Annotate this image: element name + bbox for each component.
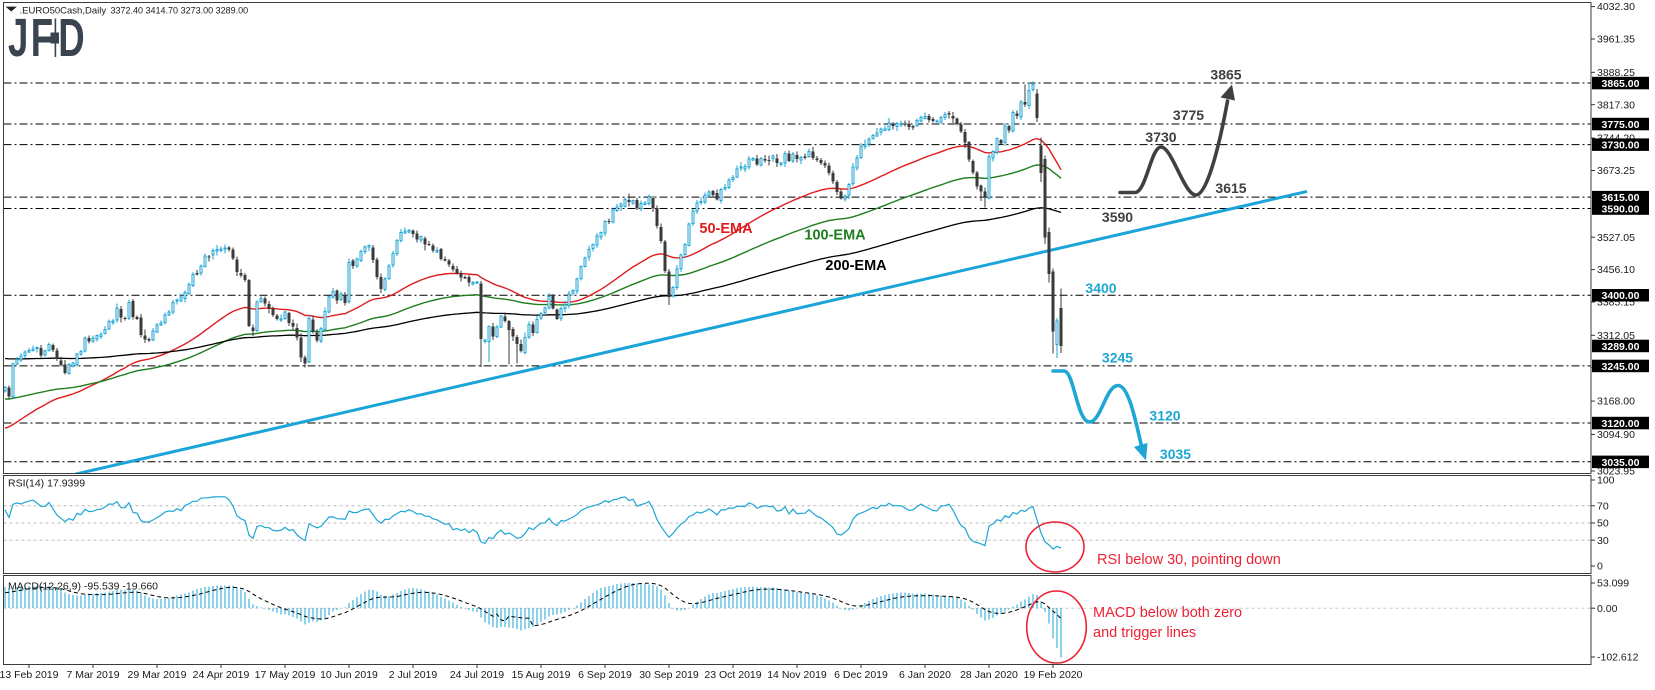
svg-text:3590: 3590 [1102, 209, 1133, 225]
svg-text:3590.00: 3590.00 [1602, 204, 1640, 216]
svg-text:3094.90: 3094.90 [1597, 429, 1635, 441]
svg-text:30: 30 [1597, 535, 1609, 547]
svg-text:30 Sep 2019: 30 Sep 2019 [639, 669, 699, 681]
svg-text:RSI below 30, pointing down: RSI below 30, pointing down [1097, 552, 1281, 568]
svg-text:3615.00: 3615.00 [1602, 192, 1640, 204]
svg-text:200-EMA: 200-EMA [825, 258, 887, 274]
svg-text:24 Apr 2019: 24 Apr 2019 [193, 669, 250, 681]
svg-text:53.099: 53.099 [1597, 578, 1629, 590]
svg-text:14 Nov 2019: 14 Nov 2019 [767, 669, 827, 681]
svg-text:50-EMA: 50-EMA [699, 221, 753, 237]
svg-text:6 Sep 2019: 6 Sep 2019 [578, 669, 632, 681]
svg-text:7 Mar 2019: 7 Mar 2019 [66, 669, 119, 681]
svg-text:4032.30: 4032.30 [1597, 1, 1635, 13]
svg-text:F: F [31, 7, 53, 68]
svg-text:3615: 3615 [1215, 180, 1246, 196]
svg-text:3245: 3245 [1102, 350, 1133, 366]
svg-text:3120.00: 3120.00 [1602, 418, 1640, 430]
svg-text:3023.95: 3023.95 [1597, 466, 1635, 478]
svg-text:0: 0 [1597, 561, 1603, 573]
svg-text:10 Jun 2019: 10 Jun 2019 [320, 669, 378, 681]
svg-text:29 Mar 2019: 29 Mar 2019 [128, 669, 187, 681]
svg-text:15 Aug 2019: 15 Aug 2019 [512, 669, 571, 681]
svg-text:RSI(14) 17.9399: RSI(14) 17.9399 [8, 478, 85, 490]
svg-text:3817.30: 3817.30 [1597, 99, 1635, 111]
svg-text:3673.25: 3673.25 [1597, 165, 1635, 177]
svg-text:13 Feb 2019: 13 Feb 2019 [0, 669, 59, 681]
svg-text:3888.25: 3888.25 [1597, 67, 1635, 79]
svg-text:3775.00: 3775.00 [1602, 119, 1640, 131]
svg-text:-102.612: -102.612 [1597, 652, 1639, 664]
svg-text:J: J [8, 7, 28, 68]
svg-text:3775: 3775 [1173, 107, 1204, 123]
svg-text:3312.05: 3312.05 [1597, 330, 1635, 342]
svg-text:3035: 3035 [1160, 446, 1191, 462]
svg-text:23 Oct 2019: 23 Oct 2019 [704, 669, 761, 681]
svg-text:28 Jan 2020: 28 Jan 2020 [960, 669, 1018, 681]
svg-text:D: D [58, 7, 84, 68]
svg-text:.EURO50Cash,Daily: .EURO50Cash,Daily [20, 5, 107, 16]
svg-text:100-EMA: 100-EMA [804, 228, 866, 244]
svg-text:17 May 2019: 17 May 2019 [255, 669, 316, 681]
svg-text:3035.00: 3035.00 [1602, 457, 1640, 469]
svg-text:50: 50 [1597, 518, 1609, 530]
svg-text:6 Dec 2019: 6 Dec 2019 [834, 669, 888, 681]
svg-text:100: 100 [1597, 475, 1615, 487]
svg-text:3527.05: 3527.05 [1597, 232, 1635, 244]
svg-text:and trigger lines: and trigger lines [1093, 625, 1196, 641]
svg-text:0.00: 0.00 [1597, 603, 1618, 615]
svg-text:MACD below both zero: MACD below both zero [1093, 605, 1242, 621]
svg-text:3289.00: 3289.00 [1602, 341, 1640, 353]
svg-text:3400.00: 3400.00 [1602, 290, 1640, 302]
svg-text:6 Jan 2020: 6 Jan 2020 [899, 669, 951, 681]
svg-text:3120: 3120 [1149, 408, 1180, 424]
svg-text:MACD(12,26,9) -95.539 -19.660: MACD(12,26,9) -95.539 -19.660 [8, 581, 158, 593]
svg-text:3961.35: 3961.35 [1597, 34, 1635, 46]
svg-text:3400: 3400 [1085, 280, 1116, 296]
svg-text:3865.00: 3865.00 [1602, 78, 1640, 90]
svg-text:3456.10: 3456.10 [1597, 264, 1635, 276]
svg-text:3372.40 3414.70 3273.00 3289.0: 3372.40 3414.70 3273.00 3289.00 [111, 5, 249, 15]
svg-text:3730: 3730 [1145, 129, 1176, 145]
svg-text:3168.00: 3168.00 [1597, 396, 1635, 408]
svg-text:3245.00: 3245.00 [1602, 361, 1640, 373]
svg-text:19 Feb 2020: 19 Feb 2020 [1024, 669, 1083, 681]
svg-text:70: 70 [1597, 500, 1609, 512]
svg-text:24 Jul 2019: 24 Jul 2019 [450, 669, 504, 681]
svg-text:3730.00: 3730.00 [1602, 140, 1640, 152]
svg-text:2 Jul 2019: 2 Jul 2019 [389, 669, 438, 681]
svg-text:3865: 3865 [1210, 67, 1241, 83]
